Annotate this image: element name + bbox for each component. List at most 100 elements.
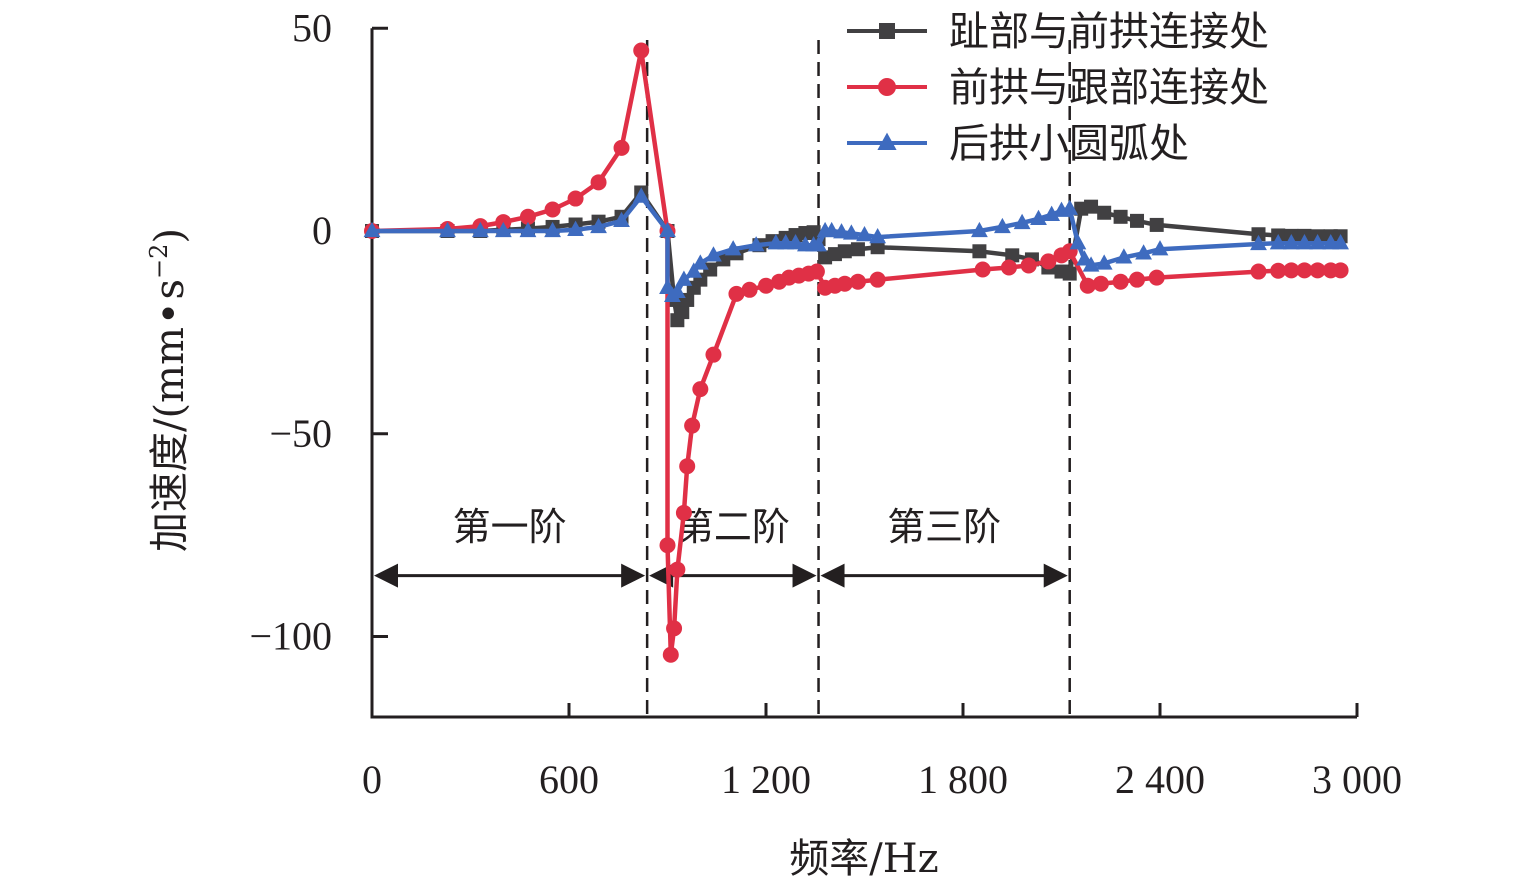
- data-point-square: [837, 244, 852, 259]
- data-point-circle: [849, 273, 866, 290]
- data-point-square: [1130, 213, 1145, 228]
- data-point-circle: [567, 190, 584, 207]
- data-point-circle: [1040, 253, 1057, 270]
- legend-label: 前拱与跟部连接处: [949, 65, 1269, 111]
- stage-arrow: [820, 563, 1068, 588]
- arrow-left-icon: [374, 563, 398, 588]
- data-point-circle: [679, 458, 696, 475]
- data-point-triangle: [567, 220, 584, 236]
- data-point-triangle: [544, 221, 561, 238]
- data-point-triangle: [494, 221, 512, 238]
- data-point-circle: [519, 208, 536, 225]
- legend-label: 趾部与前拱连接处: [949, 9, 1269, 55]
- series-line: [369, 190, 1343, 323]
- legend-item: 前拱与跟部连接处: [847, 65, 1269, 111]
- data-point-circle: [869, 271, 886, 288]
- data-point-square: [1084, 199, 1099, 214]
- legend-item: 趾部与前拱连接处: [847, 9, 1269, 55]
- legend-item: 后拱小圆弧处: [847, 121, 1189, 167]
- y-axis-title-exponent: −2: [145, 244, 173, 279]
- data-point-triangle: [747, 236, 765, 252]
- data-point-triangle: [668, 282, 686, 298]
- data-point-circle: [684, 417, 701, 434]
- data-point-triangle: [659, 221, 676, 238]
- data-point-triangle: [1069, 234, 1087, 250]
- data-point-square: [972, 244, 987, 259]
- data-point-circle: [1309, 262, 1326, 279]
- y-axis-title: 加速度/(mm•s−2): [145, 228, 193, 552]
- arrow-right-icon: [621, 563, 646, 588]
- data-point-circle: [675, 504, 692, 521]
- data-point-triangle: [724, 240, 742, 256]
- series-square: [365, 185, 1348, 328]
- data-point-circle: [836, 275, 853, 292]
- data-point-square: [1251, 227, 1266, 242]
- data-point-square: [870, 240, 885, 255]
- x-tick-label: 3 000: [1312, 757, 1402, 802]
- data-point-circle: [1092, 275, 1109, 292]
- series-triangle: [363, 187, 1349, 303]
- data-point-circle: [662, 646, 679, 663]
- data-point-square: [1149, 217, 1164, 232]
- data-point-triangle: [691, 254, 709, 270]
- data-point-square: [1062, 266, 1077, 281]
- data-point-triangle: [471, 221, 489, 238]
- data-point-square: [1097, 205, 1112, 220]
- data-point-circle: [758, 277, 774, 294]
- data-point-circle: [705, 346, 722, 363]
- x-tick-label: 0: [362, 757, 382, 802]
- data-point-circle: [1332, 262, 1349, 279]
- data-point-square: [1005, 248, 1020, 263]
- data-point-triangle: [1296, 234, 1313, 250]
- data-point-triangle: [1250, 234, 1267, 251]
- axes: [370, 26, 1359, 719]
- data-point-triangle: [1043, 205, 1061, 221]
- data-point-circle: [666, 620, 683, 637]
- data-point-triangle: [590, 217, 607, 234]
- data-point-triangle: [705, 246, 722, 262]
- data-point-circle: [808, 263, 825, 280]
- stage-label: 第二阶: [676, 505, 790, 549]
- data-point-triangle: [1082, 256, 1100, 272]
- data-point-circle: [974, 261, 991, 278]
- data-point-circle: [669, 561, 686, 578]
- data-point-circle: [1296, 262, 1313, 279]
- data-point-triangle: [1269, 234, 1287, 250]
- arrow-right-icon: [792, 563, 817, 588]
- data-point-triangle: [1095, 254, 1113, 270]
- x-tick-label: 1 200: [721, 757, 811, 802]
- data-point-triangle: [833, 223, 850, 239]
- data-point-circle: [1129, 271, 1146, 288]
- data-point-triangle: [823, 221, 841, 238]
- data-point-triangle: [971, 221, 988, 238]
- data-point-triangle: [877, 132, 897, 151]
- data-point-circle: [741, 281, 758, 298]
- data-point-triangle: [519, 221, 537, 238]
- data-point-triangle: [1309, 234, 1326, 250]
- arrow-right-icon: [1043, 563, 1068, 588]
- data-point-triangle: [1013, 213, 1031, 230]
- data-point-circle: [1148, 269, 1165, 286]
- data-point-triangle: [1061, 199, 1079, 215]
- stage-label: 第一阶: [453, 505, 567, 549]
- data-point-circle: [544, 201, 561, 218]
- y-axis-title-close: ): [147, 228, 193, 244]
- y-tick-label: −50: [269, 411, 332, 456]
- data-point-triangle: [685, 262, 703, 278]
- data-point-triangle: [1282, 234, 1300, 250]
- data-point-square: [850, 242, 865, 257]
- stage-arrow: [374, 563, 646, 588]
- arrow-left-icon: [820, 563, 845, 588]
- data-point-circle: [878, 78, 896, 96]
- data-point-triangle: [994, 217, 1011, 234]
- legend-label: 后拱小圆弧处: [949, 121, 1189, 167]
- data-point-triangle: [1135, 244, 1152, 260]
- data-point-triangle: [1030, 209, 1047, 226]
- data-point-circle: [692, 381, 709, 398]
- data-point-triangle: [810, 236, 827, 252]
- y-axis-title-unit: s: [147, 279, 193, 300]
- data-point-triangle: [363, 221, 381, 238]
- data-point-triangle: [632, 187, 650, 203]
- stage-label: 第三阶: [887, 505, 1001, 549]
